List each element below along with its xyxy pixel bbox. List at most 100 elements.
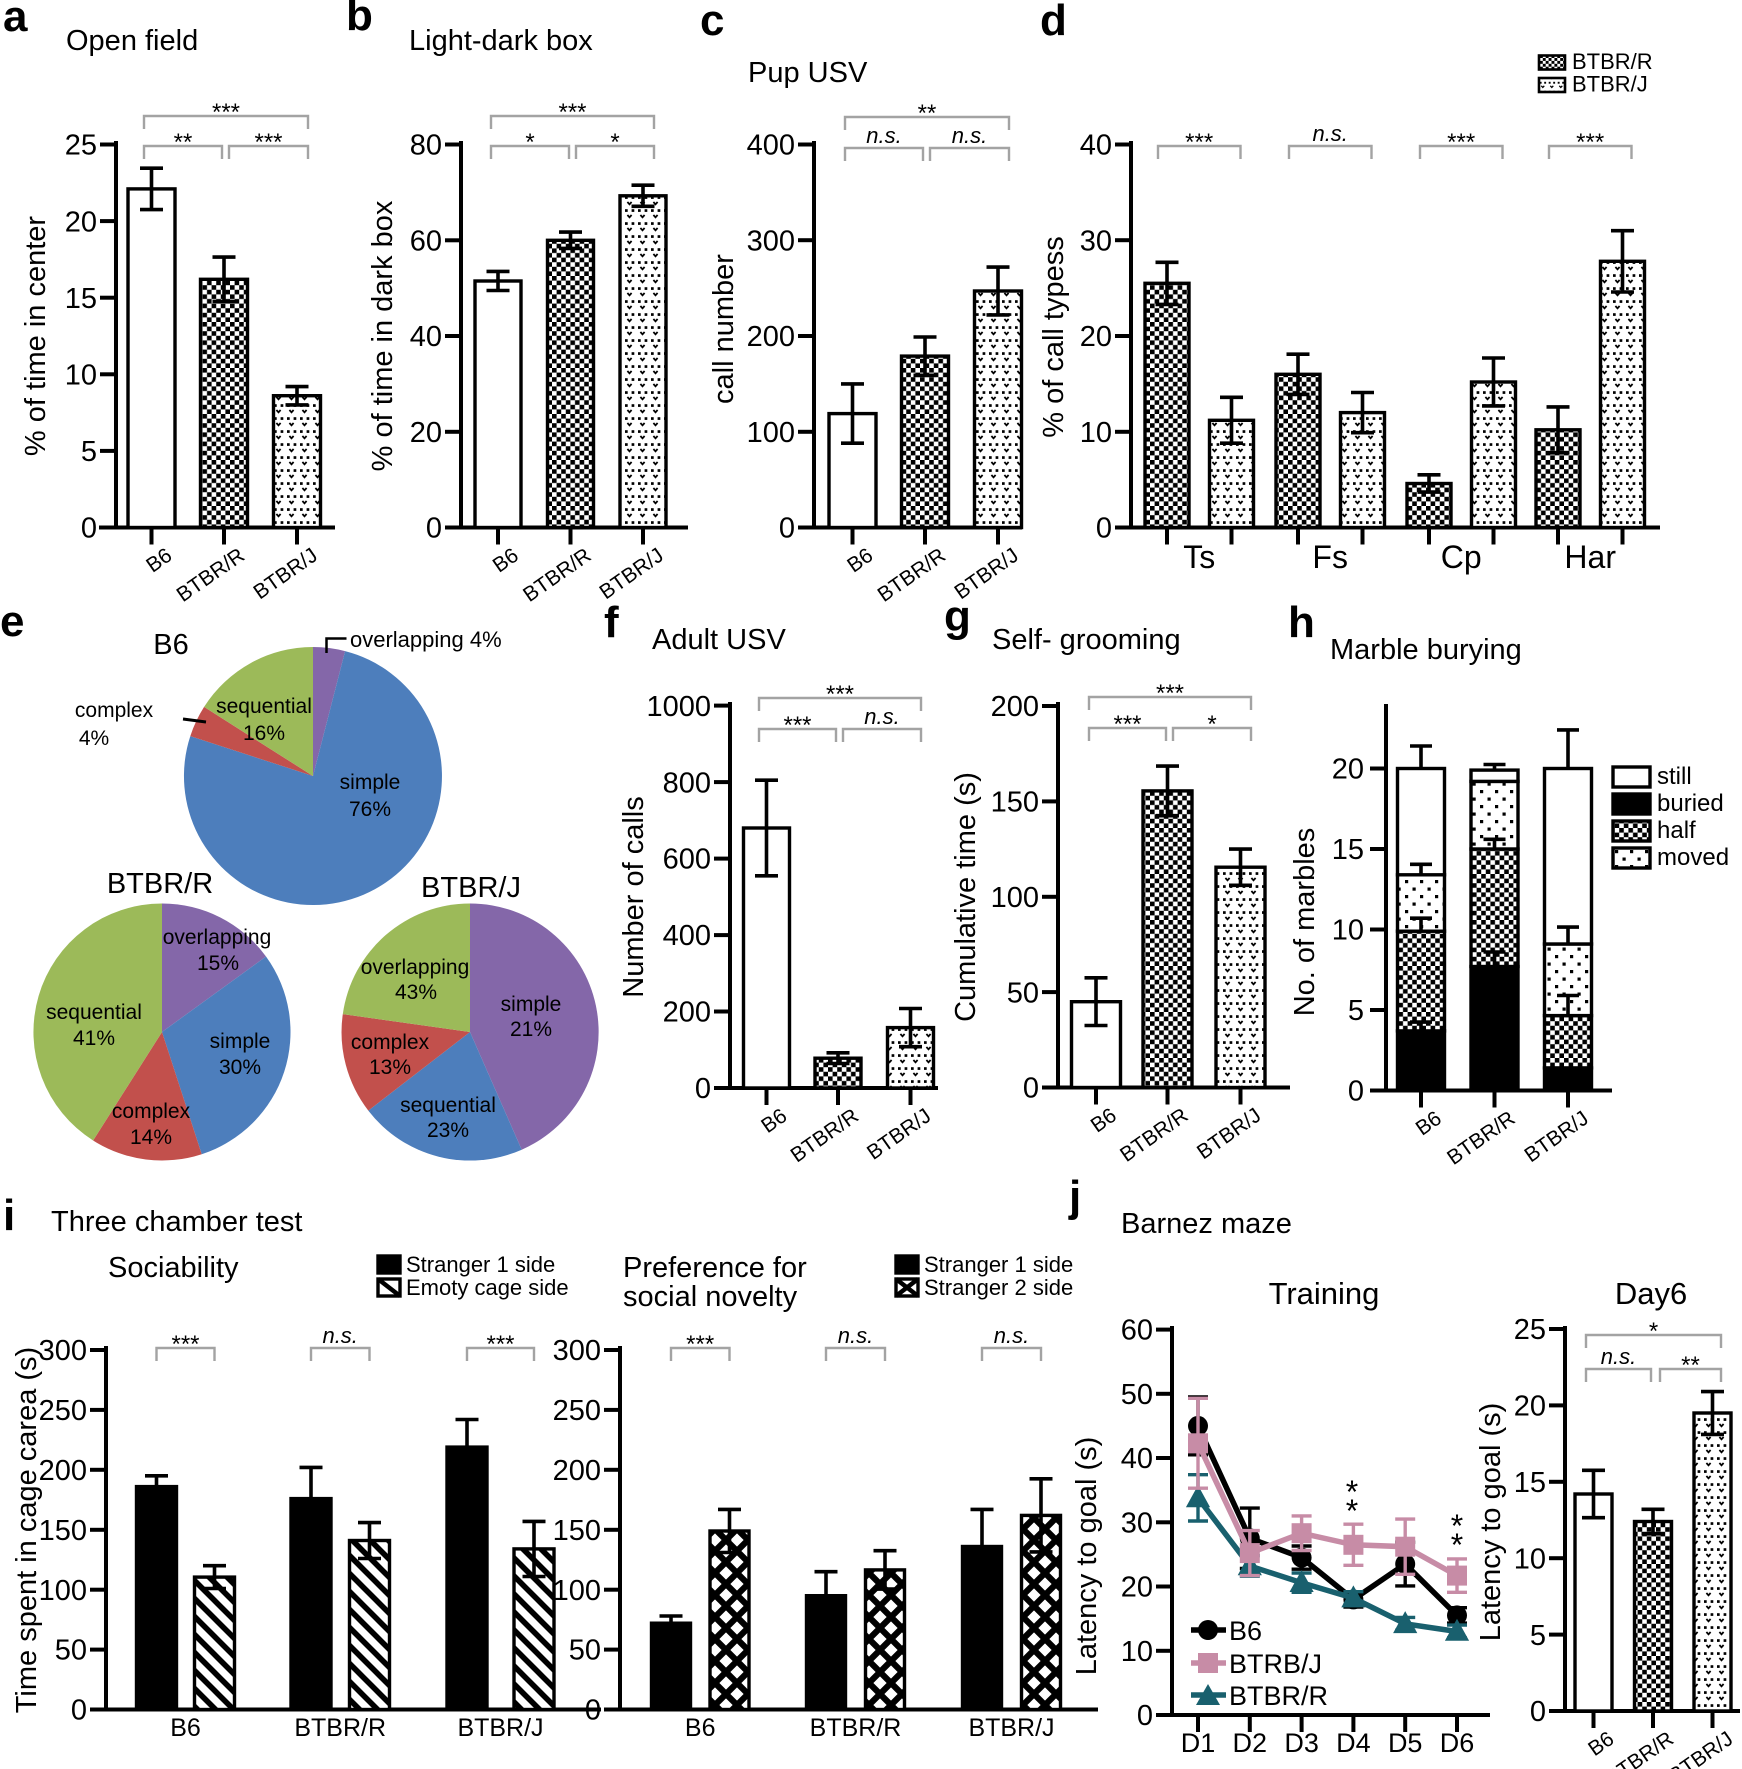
- svg-text:300: 300: [39, 1335, 87, 1367]
- svg-text:***: ***: [783, 712, 811, 739]
- svg-text:n.s.: n.s.: [838, 1323, 873, 1348]
- svg-text:b: b: [346, 0, 373, 40]
- svg-text:200: 200: [747, 321, 795, 353]
- svg-text:5: 5: [1530, 1620, 1546, 1652]
- svg-text:40: 40: [410, 321, 442, 353]
- svg-text:Latency to goal (s): Latency to goal (s): [1475, 1403, 1507, 1642]
- svg-text:complex: complex: [351, 1031, 430, 1054]
- svg-text:n.s.: n.s.: [1312, 121, 1347, 146]
- svg-text:BTBR/J: BTBR/J: [968, 1714, 1054, 1742]
- svg-text:***: ***: [212, 99, 240, 126]
- svg-text:Cp: Cp: [1441, 539, 1482, 575]
- svg-text:200: 200: [553, 1455, 601, 1487]
- svg-text:Marble burying: Marble burying: [1330, 634, 1522, 666]
- svg-text:n.s.: n.s.: [866, 123, 901, 148]
- svg-text:% of time in center: % of time in center: [20, 216, 52, 456]
- svg-text:15%: 15%: [197, 952, 239, 975]
- svg-text:BTBR/R: BTBR/R: [107, 868, 213, 900]
- svg-text:sequential: sequential: [400, 1094, 496, 1117]
- svg-text:10: 10: [1121, 1636, 1153, 1668]
- svg-text:*: *: [1451, 1508, 1463, 1544]
- svg-text:BTBR/R: BTBR/R: [294, 1714, 386, 1742]
- svg-text:Training: Training: [1269, 1276, 1380, 1311]
- svg-text:***: ***: [558, 99, 586, 126]
- svg-text:overlapping 4%: overlapping 4%: [350, 627, 502, 652]
- svg-text:23%: 23%: [427, 1119, 469, 1142]
- svg-text:complex: complex: [75, 699, 154, 722]
- svg-text:***: ***: [826, 681, 854, 708]
- svg-text:D2: D2: [1233, 1728, 1268, 1758]
- svg-text:Open field: Open field: [66, 25, 198, 57]
- svg-text:50: 50: [1007, 977, 1039, 1009]
- svg-text:50: 50: [569, 1635, 601, 1667]
- svg-text:14%: 14%: [130, 1126, 172, 1149]
- svg-text:***: ***: [1113, 711, 1141, 738]
- svg-text:BTBR/R: BTBR/R: [810, 1714, 902, 1742]
- svg-text:100: 100: [991, 882, 1039, 914]
- svg-text:Fs: Fs: [1312, 539, 1348, 575]
- svg-text:n.s.: n.s.: [994, 1323, 1029, 1348]
- svg-text:10: 10: [1332, 915, 1364, 947]
- svg-text:*: *: [1346, 1493, 1358, 1529]
- svg-text:***: ***: [1156, 680, 1184, 707]
- svg-text:200: 200: [663, 997, 711, 1029]
- svg-text:simple: simple: [340, 771, 401, 794]
- svg-text:15: 15: [1514, 1467, 1546, 1499]
- svg-text:15: 15: [1332, 834, 1364, 866]
- svg-text:20: 20: [1514, 1391, 1546, 1423]
- svg-text:Number of calls: Number of calls: [618, 796, 650, 997]
- svg-text:600: 600: [663, 844, 711, 876]
- svg-text:Cumulative time (s): Cumulative time (s): [950, 772, 982, 1022]
- svg-text:**: **: [1681, 1352, 1700, 1379]
- svg-text:B6: B6: [1229, 1616, 1262, 1646]
- svg-text:overlapping: overlapping: [163, 926, 272, 949]
- svg-text:BTRB/J: BTRB/J: [1229, 1649, 1322, 1679]
- svg-text:i: i: [3, 1191, 15, 1240]
- svg-text:20: 20: [1080, 321, 1112, 353]
- svg-text:30: 30: [1080, 225, 1112, 257]
- svg-text:Sociability: Sociability: [108, 1252, 239, 1284]
- svg-text:***: ***: [686, 1331, 714, 1358]
- svg-text:***: ***: [1185, 129, 1213, 156]
- svg-text:call number: call number: [708, 254, 740, 404]
- svg-text:0: 0: [81, 513, 97, 545]
- svg-text:sequential: sequential: [46, 1001, 142, 1024]
- svg-text:***: ***: [486, 1331, 514, 1358]
- svg-text:Light-dark box: Light-dark box: [409, 25, 593, 57]
- svg-text:moved: moved: [1657, 844, 1729, 871]
- svg-text:76%: 76%: [349, 798, 391, 821]
- svg-text:*: *: [1207, 711, 1216, 738]
- svg-text:150: 150: [39, 1515, 87, 1547]
- svg-text:sequential: sequential: [216, 695, 312, 718]
- svg-text:Barnez maze: Barnez maze: [1121, 1208, 1292, 1240]
- svg-text:5: 5: [81, 436, 97, 468]
- svg-text:simple: simple: [210, 1030, 271, 1053]
- svg-text:100: 100: [747, 417, 795, 449]
- svg-text:300: 300: [553, 1335, 601, 1367]
- svg-text:Three chamber test: Three chamber test: [51, 1206, 302, 1238]
- svg-text:overlapping: overlapping: [361, 956, 470, 979]
- svg-text:*: *: [1346, 1474, 1358, 1510]
- svg-text:Stranger 2 side: Stranger 2 side: [924, 1275, 1073, 1300]
- svg-text:0: 0: [1530, 1696, 1546, 1728]
- svg-text:Stranger 1 side: Stranger 1 side: [924, 1252, 1073, 1277]
- svg-text:4%: 4%: [79, 727, 109, 750]
- svg-text:150: 150: [553, 1515, 601, 1547]
- svg-text:400: 400: [747, 130, 795, 162]
- svg-text:150: 150: [991, 787, 1039, 819]
- svg-text:30: 30: [1121, 1507, 1153, 1539]
- svg-text:43%: 43%: [395, 981, 437, 1004]
- svg-text:10: 10: [1080, 417, 1112, 449]
- svg-text:Emoty cage side: Emoty cage side: [406, 1275, 569, 1300]
- svg-text:e: e: [0, 597, 24, 646]
- svg-text:n.s.: n.s.: [1601, 1344, 1636, 1369]
- svg-text:f: f: [604, 598, 619, 647]
- svg-text:*: *: [610, 129, 619, 156]
- svg-text:0: 0: [695, 1073, 711, 1105]
- svg-text:0: 0: [426, 513, 442, 545]
- svg-text:n.s.: n.s.: [952, 123, 987, 148]
- svg-text:a: a: [3, 0, 28, 41]
- svg-text:41%: 41%: [73, 1027, 115, 1050]
- svg-text:% of time in dark box: % of time in dark box: [367, 200, 399, 471]
- svg-text:25: 25: [1514, 1314, 1546, 1346]
